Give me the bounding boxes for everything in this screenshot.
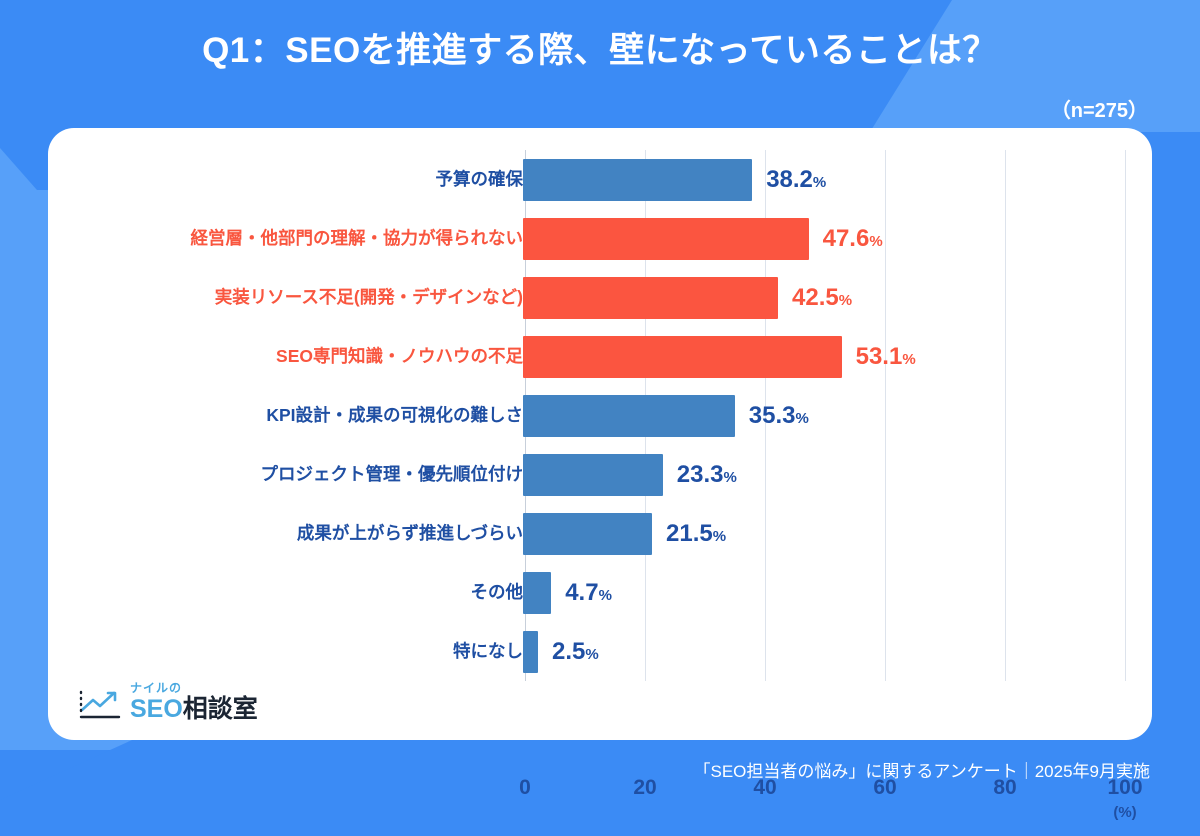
x-axis-unit-label: (%) — [1113, 804, 1137, 821]
bar-value-label: 23.3% — [676, 460, 737, 488]
bar-container — [523, 622, 538, 681]
bar-value-label: 21.5% — [666, 519, 727, 547]
bar-category-label: 成果が上がらず推進しづらい — [296, 522, 523, 543]
chart-card: 予算の確保 38.2% 経営層・他部門の理解・協力が得られない 47.6% 実装リソース… — [48, 128, 1152, 821]
logo-seo-text: SEO — [130, 695, 183, 723]
bar — [523, 453, 663, 496]
bar-value-number: 4.7 — [565, 578, 599, 606]
gridline-40 — [765, 150, 766, 681]
logo-main-text: SEO相談室 — [130, 697, 258, 722]
bar — [523, 394, 735, 437]
bar-container — [523, 445, 663, 504]
bar — [523, 630, 538, 673]
bar-category-label: 予算の確保 — [435, 168, 524, 189]
x-axis: 0 20 40 60 80 100 (%) — [519, 776, 1142, 836]
bar-category-label: SEO専門知識・ノウハウの不足 — [276, 345, 523, 366]
bar-category-label: 経営層・他部門の理解・協力が得られない — [190, 227, 524, 248]
bar-row: プロジェクト管理・優先順位付け 23.3% — [48, 445, 1152, 504]
bar-row: その他 4.7% — [48, 563, 1152, 622]
bar-value-label: 47.6% — [822, 224, 883, 252]
bar-chart-rows: 予算の確保 38.2% 経営層・他部門の理解・協力が得られない 47.6% 実装リソース… — [48, 150, 1152, 681]
bar-value-label: 42.5% — [792, 283, 853, 311]
bar-category-label: その他 — [470, 581, 524, 602]
logo-top-text: ナイルの — [130, 681, 183, 695]
x-tick-100: 100 — [1107, 776, 1143, 799]
bar-value-unit: % — [712, 527, 727, 545]
bar-row: 実装リソース不足(開発・デザインなど) 42.5% — [48, 268, 1152, 327]
bar-category-label: プロジェクト管理・優先順位付け — [260, 463, 524, 484]
bar — [523, 276, 778, 319]
footer-source: 「SEO担当者の悩み」に関するアンケート｜2025年9月実施 — [693, 762, 1151, 781]
bar-value-unit: % — [812, 173, 827, 191]
bar-value-unit: % — [838, 291, 853, 309]
bar-row: SEO専門知識・ノウハウの不足 53.1% — [48, 327, 1152, 386]
bar-value-label: 4.7% — [565, 578, 612, 606]
bar-container — [523, 563, 552, 622]
bar — [523, 335, 842, 378]
bar-value-number: 42.5 — [792, 283, 839, 311]
bar-container — [523, 386, 735, 445]
bar-value-label: 35.3% — [748, 401, 809, 429]
bar-row: 予算の確保 38.2% — [48, 150, 1152, 209]
bar-value-unit: % — [869, 232, 883, 250]
bar-row: KPI設計・成果の可視化の難しさ 35.3% — [48, 386, 1152, 445]
logo-jp-text: 相談室 — [182, 695, 258, 723]
bar-value-unit: % — [723, 468, 737, 486]
bar-value-label: 38.2% — [766, 165, 827, 193]
bar-row: 特になし 2.5% — [48, 622, 1152, 681]
bar — [523, 158, 753, 201]
bar-value-unit: % — [585, 645, 599, 663]
bar-container — [523, 504, 652, 563]
bar-container — [523, 209, 809, 268]
bar-value-unit: % — [598, 586, 612, 604]
bar-container — [523, 268, 778, 327]
x-tick-20: 20 — [633, 776, 657, 799]
x-tick-40: 40 — [753, 776, 777, 799]
x-tick-0: 0 — [519, 776, 531, 799]
bar-value-number: 35.3 — [748, 401, 796, 429]
bar-value-unit: % — [795, 409, 809, 427]
x-tick-60: 60 — [873, 776, 897, 799]
bar-category-label: 特になし — [453, 640, 523, 661]
bar-value-label: 53.1% — [855, 342, 916, 370]
page-title: Q1：SEOを推進する際、壁になっていることは？ — [202, 31, 998, 70]
bar-value-number: 53.1 — [855, 342, 903, 370]
bar-value-label: 2.5% — [552, 637, 599, 665]
x-tick-80: 80 — [993, 776, 1017, 799]
bar-value-number: 23.3 — [676, 460, 724, 488]
gridline-100 — [1125, 150, 1126, 681]
bar — [523, 571, 552, 614]
brand-logo: ナイルの SEO相談室 — [78, 682, 258, 722]
bar-value-unit: % — [902, 350, 916, 368]
bar-row: 経営層・他部門の理解・協力が得られない 47.6% — [48, 209, 1152, 268]
bar-value-number: 21.5 — [666, 519, 713, 547]
bar — [523, 512, 652, 555]
bar-value-number: 38.2 — [766, 165, 813, 193]
bar-category-label: 実装リソース不足(開発・デザインなど) — [214, 286, 523, 307]
bar — [523, 217, 809, 260]
line-chart-icon — [79, 690, 121, 719]
bar-container — [523, 150, 753, 209]
bar-row: 成果が上がらず推進しづらい 21.5% — [48, 504, 1152, 563]
bar-value-number: 47.6 — [822, 224, 870, 252]
logo-text: ナイルの SEO相談室 — [130, 682, 258, 722]
bar-container — [523, 327, 842, 386]
sample-size-label: （n=275） — [1050, 100, 1148, 122]
bar-category-label: KPI設計・成果の可視化の難しさ — [266, 404, 523, 425]
bar-value-number: 2.5 — [552, 637, 586, 665]
gridline-80 — [1005, 150, 1006, 681]
gridline-60 — [885, 150, 886, 681]
